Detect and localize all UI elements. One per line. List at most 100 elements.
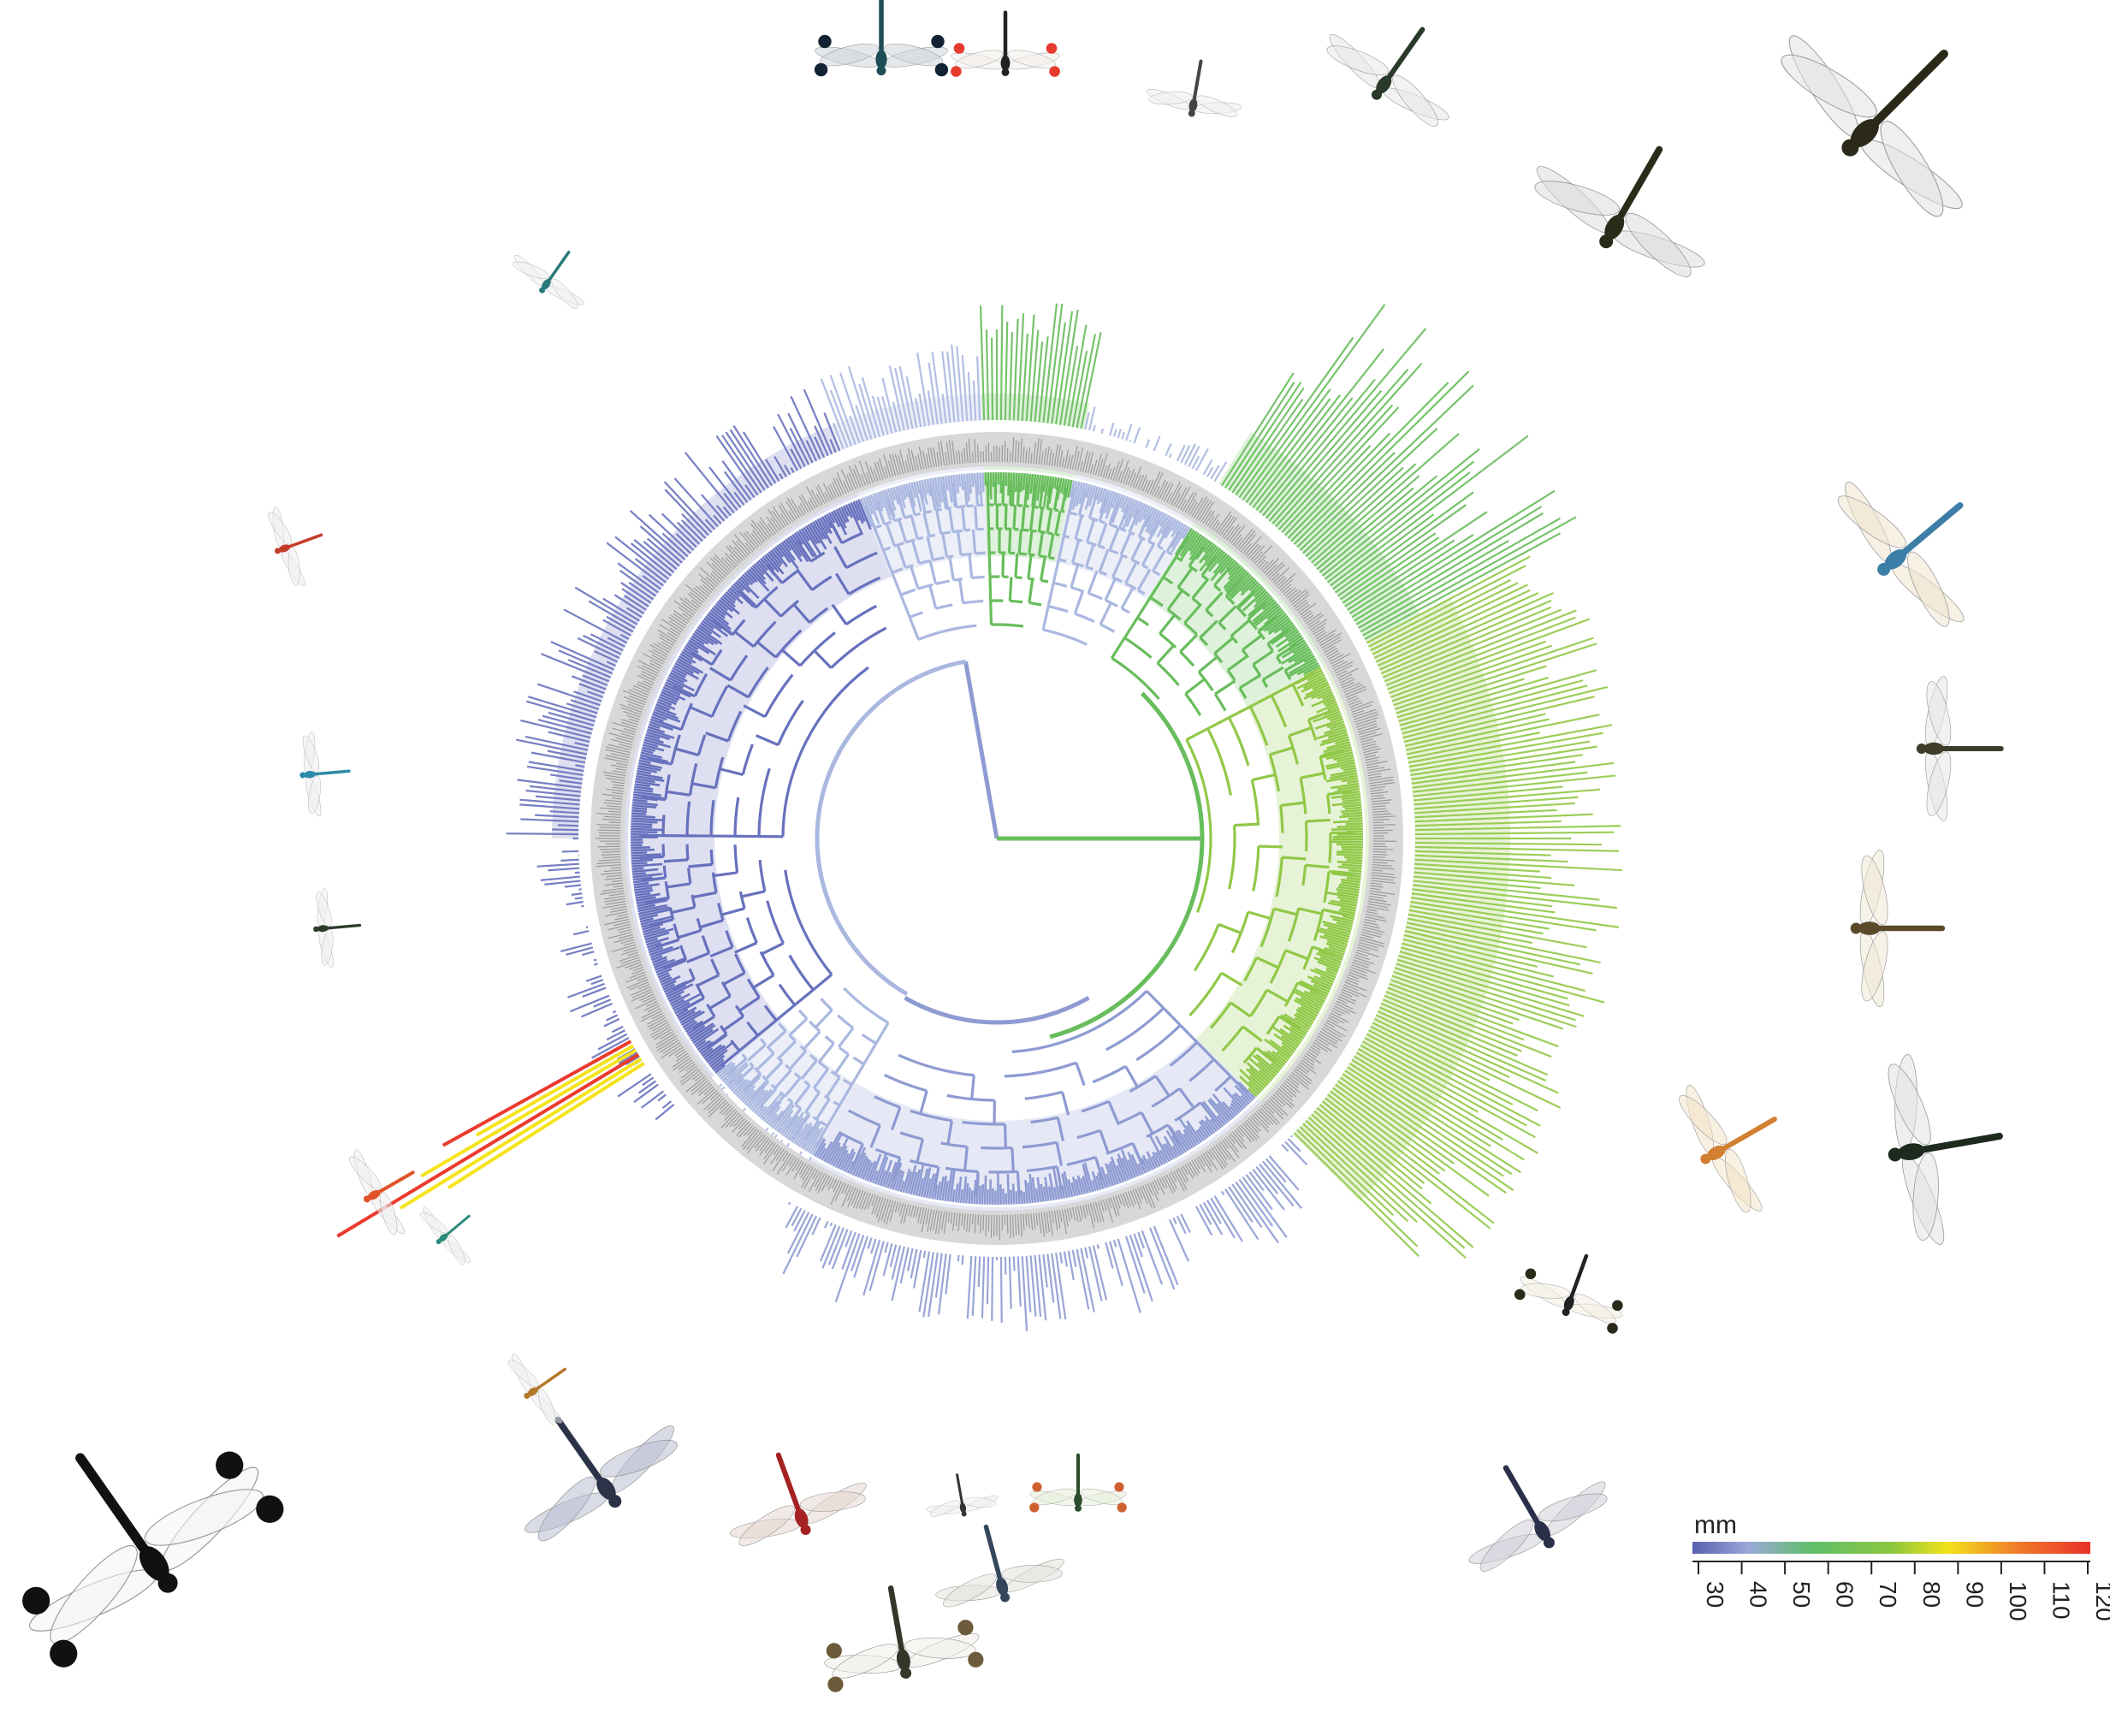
length-bar: [1258, 389, 1383, 535]
tree-branch: [1341, 809, 1362, 814]
tip-label: [1053, 444, 1058, 467]
tree-branch: [812, 973, 833, 992]
tree-branch: [862, 1159, 872, 1180]
tree-branch: [732, 1078, 748, 1094]
tree-branch: [1021, 506, 1026, 530]
tree-branch: [1343, 856, 1363, 860]
tree-branch: [918, 489, 927, 513]
tip-label: [616, 762, 628, 767]
tip-label: [620, 707, 642, 715]
tree-branch: [899, 594, 911, 618]
tree-branch: [1101, 489, 1111, 515]
tree-branch: [1337, 891, 1360, 897]
tree-branch: [1084, 484, 1094, 510]
tip-label: [1272, 1093, 1286, 1106]
tip-label: [611, 880, 623, 883]
length-bar: [1384, 679, 1584, 735]
wing: [144, 1489, 264, 1546]
length-bar: [1398, 857, 1622, 872]
wing-spot: [1612, 1300, 1623, 1312]
tree-branch: [1328, 902, 1357, 909]
tip-label: [883, 453, 892, 478]
head: [157, 1573, 178, 1593]
tree-branch: [833, 1053, 850, 1075]
length-bar: [1357, 582, 1519, 663]
tree-arc: [823, 1094, 831, 1100]
tip-label: [673, 610, 690, 622]
tree-branch: [642, 922, 664, 931]
tip-label: [778, 505, 791, 524]
tree-branch: [1323, 708, 1340, 716]
tree-branch: [652, 958, 668, 967]
tree-arc: [953, 578, 963, 582]
tip-label: [889, 1200, 897, 1222]
length-bar: [1298, 1102, 1466, 1249]
tip-label: [1074, 1206, 1079, 1223]
length-bar: [1057, 309, 1079, 441]
tree-branch: [896, 544, 907, 569]
length-bar: [1398, 825, 1621, 832]
tree-arc: [971, 575, 985, 580]
abdomen: [1888, 501, 1964, 566]
tip-label: [1357, 946, 1370, 952]
length-bar: [1389, 926, 1593, 975]
tree-branch: [1261, 1052, 1283, 1070]
length-bar: [1397, 866, 1552, 880]
tip-label: [1127, 1191, 1135, 1208]
wing-spot: [1046, 43, 1058, 54]
tip-label: [1297, 604, 1310, 613]
length-bar: [1313, 1083, 1495, 1224]
tree-branch: [1199, 542, 1215, 564]
tree-branch: [1171, 524, 1187, 548]
tree-arc: [1099, 519, 1105, 524]
tip-label: [915, 455, 920, 471]
tip-label: [1370, 789, 1384, 792]
tree-branch: [1024, 473, 1029, 489]
tree-branch: [926, 536, 934, 560]
wing-spot: [953, 43, 965, 54]
tip-label: [1291, 590, 1309, 606]
tree-branch: [1325, 774, 1358, 783]
tree-branch: [988, 577, 993, 601]
tip-label: [629, 964, 643, 970]
tip-label: [1110, 1197, 1117, 1218]
tree-branch: [738, 996, 761, 1012]
tree-arc: [916, 536, 924, 541]
tree-branch: [651, 713, 667, 721]
head: [1188, 110, 1195, 117]
length-bar: [1398, 841, 1602, 846]
length-bar: [1348, 516, 1577, 644]
length-bar: [1343, 1040, 1538, 1154]
tree-branch: [1227, 560, 1238, 573]
tip-label: [950, 1212, 953, 1224]
tree-branch: [1294, 650, 1313, 663]
ring-gap: [578, 420, 1415, 1257]
tree-branch: [1280, 801, 1305, 807]
tip-label: [963, 1213, 966, 1230]
tree-branch: [928, 584, 938, 609]
tree-arc: [1058, 558, 1067, 563]
tree-branch: [1156, 524, 1171, 548]
tip-label: [623, 946, 637, 952]
tip-label: [1154, 485, 1160, 497]
tree-branch: [1154, 1135, 1171, 1163]
tree-branch: [631, 856, 652, 860]
tree-branch: [935, 510, 943, 535]
tree-branch: [631, 867, 644, 871]
tree-branch: [1273, 1033, 1297, 1051]
tree-arc: [1042, 628, 1088, 646]
tip-label: [611, 944, 637, 953]
tree-branch: [807, 1126, 824, 1153]
length-bar: [1366, 599, 1552, 681]
tree-branch: [1054, 510, 1062, 535]
tip-label: [1261, 1105, 1281, 1124]
length-bar: [1375, 640, 1546, 704]
tree-branch: [640, 751, 662, 759]
tree-branch: [746, 1043, 767, 1062]
tip-label: [613, 770, 626, 774]
tip-label: [821, 1175, 830, 1192]
tree-arc: [1046, 507, 1052, 511]
wing: [268, 512, 293, 545]
tree-branch: [678, 928, 702, 939]
tip-label: [690, 591, 704, 603]
